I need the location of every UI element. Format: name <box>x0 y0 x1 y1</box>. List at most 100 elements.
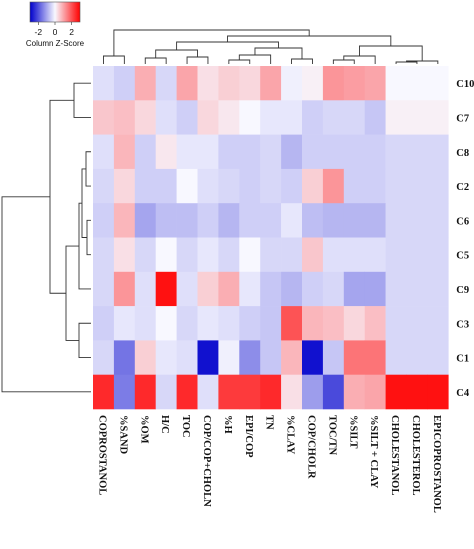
heatmap-cell <box>302 340 324 375</box>
heatmap-cell <box>176 374 198 410</box>
heatmap-cell <box>281 237 303 273</box>
color-key-tick-label: -2 <box>35 27 43 37</box>
heatmap-cell <box>113 237 136 273</box>
heatmap-cell <box>155 134 177 170</box>
heatmap-cell <box>218 134 240 170</box>
heatmap-cell <box>239 340 261 375</box>
heatmap-cell <box>281 374 303 410</box>
heatmap-cell <box>260 271 282 307</box>
heatmap-cell <box>93 203 115 238</box>
heatmap-cell <box>385 66 407 101</box>
heatmap-cell <box>93 237 115 273</box>
heatmap-cell <box>427 271 449 307</box>
heatmap-cell <box>427 168 449 204</box>
row-dendrogram-link <box>49 99 74 294</box>
heatmap-cell <box>343 374 365 410</box>
heatmap-cell <box>176 134 198 170</box>
heatmap-cell <box>197 374 219 410</box>
color-key: -2 0 2 Column Z-Score <box>26 1 85 48</box>
heatmap-cell <box>113 271 136 307</box>
column-label: COP/COP+CHOLN <box>201 415 212 507</box>
row-labels: C10 C7 C8 C2 C6 C5 C9 C3 C1 C4 <box>456 79 474 399</box>
heatmap-cell <box>197 237 219 273</box>
heatmap-cell <box>176 306 198 341</box>
heatmap-cell <box>343 203 365 238</box>
row-label: C3 <box>456 319 469 330</box>
heatmap-cell <box>322 271 345 307</box>
heatmap-cell <box>93 168 115 204</box>
heatmap-cell <box>427 203 449 238</box>
heatmap-cell <box>239 237 261 273</box>
column-label: %OM <box>138 415 149 444</box>
column-dendrogram-link <box>176 41 279 50</box>
heatmap-cell <box>155 374 177 410</box>
column-dendrogram-link <box>359 45 423 61</box>
heatmap-cell <box>385 100 407 135</box>
heatmap-cell <box>197 100 219 135</box>
column-dendrogram-link <box>291 58 313 64</box>
column-label: %SILT <box>347 415 358 448</box>
column-dendrogram-link <box>238 54 272 64</box>
heatmap-cell <box>113 203 136 238</box>
heatmap-cell <box>155 271 177 307</box>
column-dendrogram-link <box>144 57 167 64</box>
column-label: TN <box>264 415 275 430</box>
heatmap-cell <box>427 374 449 410</box>
heatmap-cell <box>93 306 115 341</box>
row-label: C10 <box>456 79 474 90</box>
column-label: CHOLESTANOL <box>389 415 400 495</box>
heatmap-cell <box>218 168 240 204</box>
heatmap-cell <box>281 340 303 375</box>
row-dendrogram-link <box>78 322 91 358</box>
heatmap-cell <box>134 306 156 341</box>
heatmap-cell <box>406 237 428 273</box>
heatmap-cell <box>343 237 365 273</box>
heatmap-cell <box>322 66 345 101</box>
heatmap-cell <box>93 374 115 410</box>
heatmap-cell <box>113 374 136 410</box>
heatmap-cell <box>364 340 386 375</box>
column-label: EPICOPROSTANOL <box>431 415 442 513</box>
heatmap-cell <box>427 66 449 101</box>
heatmap-cell <box>364 271 386 307</box>
heatmap-cell <box>385 237 407 273</box>
heatmap-cell <box>343 66 365 101</box>
column-dendrogram-link <box>406 60 439 64</box>
row-label: C5 <box>456 251 469 262</box>
heatmap-cell <box>239 203 261 238</box>
heatmap-cell <box>239 134 261 170</box>
heatmap-cell <box>218 100 240 135</box>
column-dendrogram-link <box>186 56 209 64</box>
row-label: C4 <box>456 388 470 399</box>
heatmap-cell <box>113 340 136 375</box>
heatmap-cell <box>364 203 386 238</box>
row-dendrogram-link <box>65 245 79 341</box>
row-dendrogram-link <box>86 219 91 256</box>
heatmap-cell <box>113 306 136 341</box>
heatmap-cell <box>260 340 282 375</box>
row-label: C1 <box>456 354 469 365</box>
heatmap-cell <box>364 100 386 135</box>
heatmap-cell <box>239 100 261 135</box>
heatmap-cell <box>302 100 324 135</box>
heatmap-cell <box>218 66 240 101</box>
heatmap-cell <box>385 374 407 410</box>
row-dendrogram-link <box>73 82 91 118</box>
heatmap-cell <box>113 66 136 101</box>
column-label: COP/CHOLR <box>305 415 316 479</box>
heatmap-cell <box>239 66 261 101</box>
heatmap-cell <box>322 237 345 273</box>
heatmap-cell <box>239 306 261 341</box>
heatmap-cell <box>281 271 303 307</box>
heatmap-cell <box>197 271 219 307</box>
heatmap-cell <box>343 100 365 135</box>
column-labels: COPROSTANOL %SAND %OM H/C TOC COP/COP+CHOLN %H… <box>96 415 441 513</box>
heatmap-cell <box>218 271 240 307</box>
heatmap-cell <box>134 340 156 375</box>
heatmap-cell <box>260 134 282 170</box>
column-label: %SILT + CLAY <box>368 415 379 489</box>
heatmap-cell <box>218 237 240 273</box>
heatmap-cell <box>302 271 324 307</box>
heatmap-cell <box>343 340 365 375</box>
